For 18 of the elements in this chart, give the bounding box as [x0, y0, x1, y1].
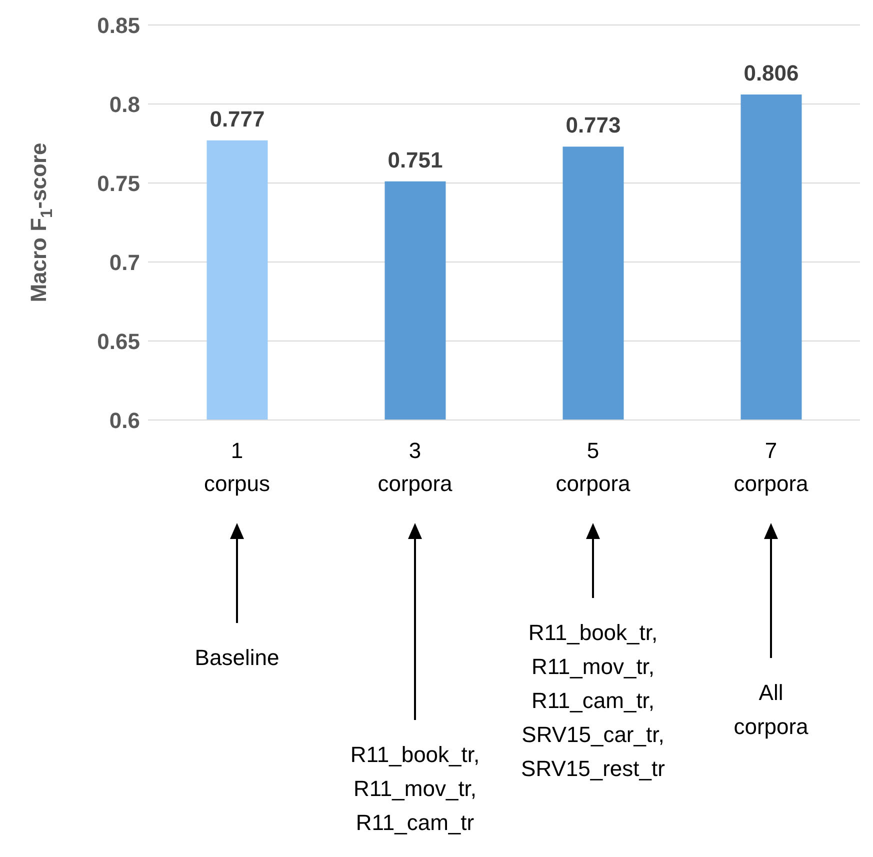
x-tick-label: 5 corpora: [556, 438, 632, 496]
y-tick-label: 0.75: [97, 170, 140, 196]
data-label: 0.773: [566, 112, 621, 138]
text: All corpora: [734, 680, 810, 739]
data-label: 0.751: [388, 147, 443, 172]
text: R11_book_tr, R11_mov_tr, R11_cam_tr, SRV15_car_tr, SRV15_rest_tr: [521, 620, 665, 781]
data-label: 0.806: [744, 60, 799, 86]
y-tick-label: 0.8: [109, 92, 140, 117]
y-tick-label: 0.85: [97, 12, 140, 38]
x-tick-label: 7 corpora: [734, 438, 810, 496]
y-tick-label: 0.6: [109, 408, 140, 433]
data-label: 0.777: [210, 106, 265, 132]
y-tick-label: 0.7: [109, 250, 140, 275]
x-tick-label: 3 corpora: [378, 438, 454, 496]
text: Baseline: [194, 645, 280, 670]
y-tick-label: 0.65: [97, 328, 140, 354]
text: R11_book_tr, R11_mov_tr, R11_cam_tr: [350, 742, 480, 835]
x-tick-label: 1 corpus: [204, 438, 270, 496]
